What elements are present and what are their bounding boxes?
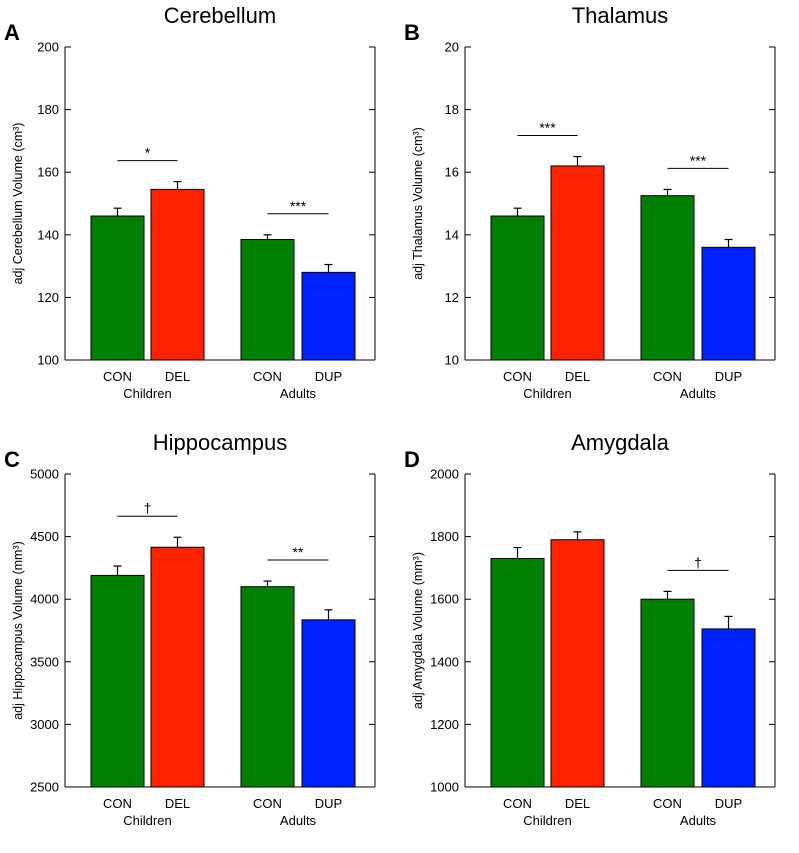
significance-marker: *** [690, 152, 707, 168]
y-tick-label: 140 [37, 227, 59, 242]
y-tick-label: 10 [445, 353, 459, 368]
bar [701, 246, 756, 361]
significance-marker: † [694, 554, 702, 570]
x-tick-label: DEL [165, 796, 190, 811]
x-tick-label: DEL [565, 369, 590, 384]
cerebellum-chart: A Cerebellum adj Cerebellum Volume (cm³) 10… [4, 3, 376, 401]
bar [550, 539, 605, 788]
y-tick-label: 16 [445, 165, 459, 180]
y-tick-label: 4500 [30, 529, 59, 544]
significance-marker: † [144, 500, 152, 516]
x-tick-label: CON [503, 796, 532, 811]
panel-letter: C [4, 447, 20, 472]
bar [490, 558, 545, 788]
y-tick-label: 12 [445, 290, 459, 305]
panel-letter: B [404, 20, 420, 45]
panel-c: C Hippocampus adj Hippocampus Volume (mm³)… [0, 427, 399, 853]
y-tick-label: 20 [445, 40, 459, 55]
y-tick-label: 14 [445, 227, 459, 242]
x-tick-label: CON [253, 796, 282, 811]
group-label: Adults [680, 813, 717, 828]
bar [90, 215, 145, 361]
chart-title: Cerebellum [164, 3, 277, 28]
group-label: Adults [680, 386, 717, 401]
bar [240, 238, 295, 361]
bar [150, 188, 205, 361]
panel-d: D Amygdala adj Amygdala Volume (mm³) 1000 12… [400, 427, 799, 853]
y-tick-label: 18 [445, 102, 459, 117]
x-tick-label: CON [653, 369, 682, 384]
y-tick-label: 2500 [30, 780, 59, 795]
x-tick-label: DUP [715, 796, 742, 811]
panel-a: A Cerebellum adj Cerebellum Volume (cm³) 10… [0, 0, 399, 426]
y-tick-label: 1200 [430, 717, 459, 732]
x-tick-label: CON [103, 796, 132, 811]
significance-marker: ** [293, 544, 304, 560]
hippocampus-chart: C Hippocampus adj Hippocampus Volume (mm³)… [4, 430, 376, 828]
y-tick-label: 160 [37, 165, 59, 180]
significance-marker: * [145, 145, 151, 161]
group-label: Children [123, 813, 171, 828]
bar [550, 165, 605, 361]
bar [640, 598, 695, 788]
x-tick-label: DEL [165, 369, 190, 384]
chart-title: Thalamus [572, 3, 669, 28]
y-tick-label: 100 [37, 353, 59, 368]
x-tick-label: CON [253, 369, 282, 384]
bar [301, 619, 356, 788]
panel-letter: D [404, 447, 420, 472]
y-tick-label: 3000 [30, 717, 59, 732]
y-tick-label: 1400 [430, 654, 459, 669]
bar [150, 546, 205, 788]
y-tick-label: 180 [37, 102, 59, 117]
y-axis-label: adj Hippocampus Volume (mm³) [11, 541, 25, 720]
x-tick-label: DEL [565, 796, 590, 811]
y-tick-label: 4000 [30, 592, 59, 607]
group-label: Children [523, 386, 571, 401]
chart-title: Hippocampus [153, 430, 288, 455]
group-label: Adults [280, 386, 317, 401]
y-tick-label: 1800 [430, 529, 459, 544]
group-label: Children [523, 813, 571, 828]
panel-b: B Thalamus adj Thalamus Volume (cm³) 10 12 14… [400, 0, 799, 426]
x-tick-label: CON [103, 369, 132, 384]
bar [640, 195, 695, 361]
y-tick-label: 5000 [30, 467, 59, 482]
thalamus-chart: B Thalamus adj Thalamus Volume (cm³) 10 12 14… [404, 3, 776, 401]
y-tick-label: 2000 [430, 467, 459, 482]
group-label: Adults [280, 813, 317, 828]
y-axis-label: adj Amygdala Volume (mm³) [411, 552, 425, 709]
y-tick-label: 1000 [430, 780, 459, 795]
x-tick-label: DUP [315, 369, 342, 384]
significance-marker: *** [290, 198, 307, 214]
significance-marker: *** [539, 120, 556, 136]
y-axis-label: adj Cerebellum Volume (cm³) [11, 123, 25, 285]
x-tick-label: CON [503, 369, 532, 384]
x-tick-label: CON [653, 796, 682, 811]
y-tick-label: 1600 [430, 592, 459, 607]
amygdala-chart: D Amygdala adj Amygdala Volume (mm³) 1000 12… [404, 430, 776, 828]
bar [301, 271, 356, 361]
chart-title: Amygdala [571, 430, 670, 455]
bar [701, 628, 756, 788]
x-tick-label: DUP [715, 369, 742, 384]
y-tick-label: 120 [37, 290, 59, 305]
bar [90, 574, 145, 788]
y-tick-label: 200 [37, 40, 59, 55]
bar [240, 586, 295, 788]
panel-letter: A [4, 20, 20, 45]
group-label: Children [123, 386, 171, 401]
x-tick-label: DUP [315, 796, 342, 811]
bar [490, 215, 545, 361]
y-axis-label: adj Thalamus Volume (cm³) [411, 127, 425, 280]
y-tick-label: 3500 [30, 654, 59, 669]
